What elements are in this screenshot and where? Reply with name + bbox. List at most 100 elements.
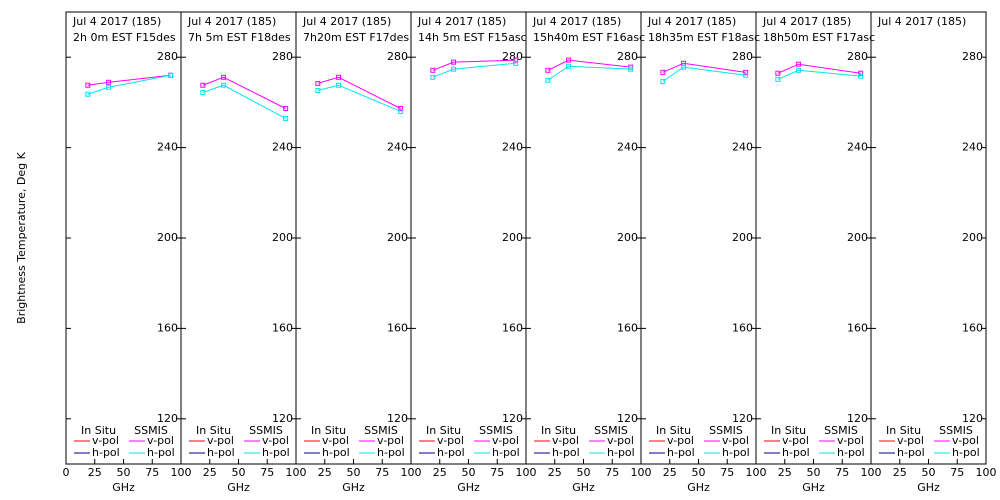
point-marker [545,77,551,83]
series-line [87,74,171,86]
legend-label: v-pol [262,434,289,447]
y-tick-label: 120 [387,412,408,425]
x-tick-label: 100 [286,466,307,479]
y-tick-label: 240 [502,141,523,154]
legend-label: h-pol [322,446,350,459]
point-marker [430,74,436,80]
point-marker [545,67,551,73]
point-marker [168,72,174,78]
series-line [662,66,746,82]
x-tick-label: 100 [746,466,767,479]
point-marker [660,69,666,75]
panel-subtitle: 18h35m EST F18asc [648,31,760,44]
panel-title: Jul 4 2017 (185) [762,15,851,28]
point-marker [566,57,572,63]
legend-label: h-pol [437,446,465,459]
legend-label: v-pol [147,434,174,447]
x-tick-label: 0 [63,466,70,479]
point-marker [221,82,227,88]
x-tick-label: 100 [976,466,997,479]
point-marker [336,82,342,88]
legend-label: v-pol [377,434,404,447]
legend-title: SSMIS [709,424,743,437]
x-tick-label: 100 [171,466,192,479]
x-tick-label: 25 [318,466,332,479]
y-tick-label: 280 [962,50,983,63]
y-tick-label: 280 [732,50,753,63]
y-tick-label: 120 [847,412,868,425]
point-marker [775,76,781,82]
point-marker [628,66,634,72]
x-tick-label: 50 [232,466,246,479]
y-tick-label: 160 [732,321,753,334]
x-tick-label: 50 [577,466,591,479]
legend-title: In Situ [656,424,691,437]
y-tick-label: 200 [157,231,178,244]
panel-subtitle: 14h 5m EST F15asc [418,31,527,44]
x-tick-label: 25 [663,466,677,479]
point-marker [398,106,404,112]
legend-label: h-pol [607,446,635,459]
panel-subtitle: 7h20m EST F17des [303,31,409,44]
x-tick-label: 50 [462,466,476,479]
x-axis-label: GHz [227,481,250,494]
point-marker [796,61,802,67]
point-marker [451,59,457,65]
legend-title: SSMIS [249,424,283,437]
point-marker [858,70,864,76]
legend-label: v-pol [782,434,809,447]
legend-title: In Situ [886,424,921,437]
series-line [432,62,516,78]
series-line [202,84,286,119]
y-tick-label: 160 [617,321,638,334]
panel-subtitle: 7h 5m EST F18des [188,31,291,44]
y-tick-label: 280 [847,50,868,63]
y-tick-label: 200 [962,231,983,244]
y-tick-label: 120 [962,412,983,425]
panel-title: Jul 4 2017 (185) [417,15,506,28]
legend-label: h-pol [722,446,750,459]
point-marker [566,63,572,69]
y-tick-label: 120 [272,412,293,425]
y-tick-label: 160 [157,321,178,334]
x-tick-label: 75 [260,466,274,479]
x-tick-label: 50 [922,466,936,479]
legend-title: In Situ [311,424,346,437]
y-tick-label: 240 [272,141,293,154]
series-line [777,63,861,74]
x-axis-label: GHz [802,481,825,494]
legend-label: h-pol [837,446,865,459]
panel-title: Jul 4 2017 (185) [187,15,276,28]
x-tick-label: 75 [720,466,734,479]
legend-label: h-pol [262,446,290,459]
legend-title: SSMIS [364,424,398,437]
y-axis-label: Brightness Temperature, Deg K [15,151,28,323]
point-marker [315,80,321,86]
y-tick-label: 280 [617,50,638,63]
legend-label: v-pol [552,434,579,447]
point-marker [513,57,519,63]
series-line [317,76,401,109]
legend-title: SSMIS [479,424,513,437]
x-tick-label: 25 [778,466,792,479]
panel-title: Jul 4 2017 (185) [302,15,391,28]
series-line [87,74,171,95]
point-marker [106,84,112,90]
y-tick-label: 160 [502,321,523,334]
point-marker [200,82,206,88]
x-axis-label: GHz [687,481,710,494]
legend-label: h-pol [377,446,405,459]
panel-title: Jul 4 2017 (185) [532,15,621,28]
y-tick-label: 120 [502,412,523,425]
y-tick-label: 280 [502,50,523,63]
y-tick-label: 120 [157,412,178,425]
point-marker [200,89,206,95]
legend-label: v-pol [607,434,634,447]
y-tick-label: 200 [732,231,753,244]
series-line [202,76,286,109]
legend-label: h-pol [492,446,520,459]
x-tick-label: 100 [516,466,537,479]
point-marker [336,74,342,80]
legend-label: h-pol [952,446,980,459]
